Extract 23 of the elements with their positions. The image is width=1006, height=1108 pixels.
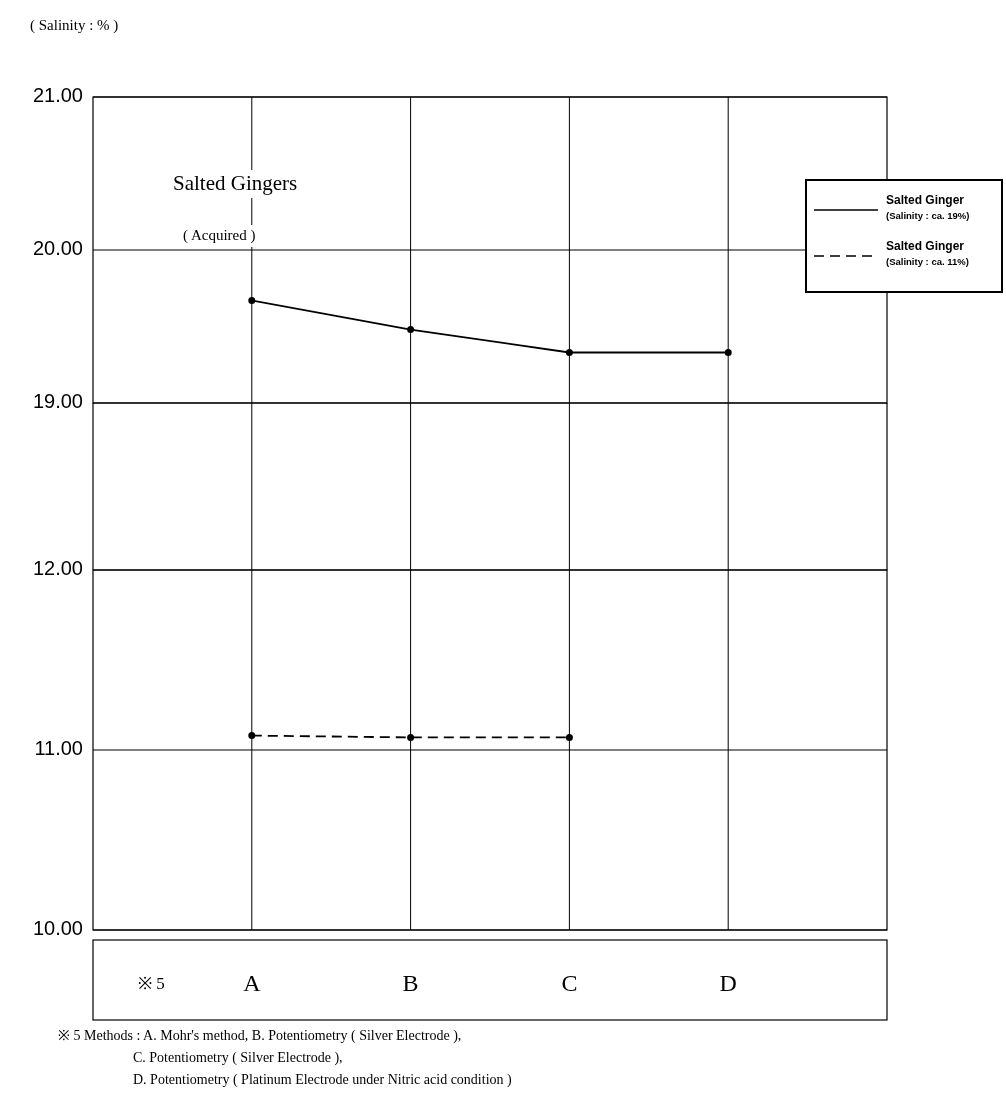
x-tick-label: B [402, 969, 419, 996]
x-tick-label: C [561, 969, 578, 996]
point [724, 349, 732, 357]
y-tick-label: 19.00 [32, 390, 83, 413]
y-axis-title: ( Salinity : % ) [30, 17, 119, 34]
text: Salted Gingers [173, 171, 298, 195]
x-axis-title: ※ 5 [138, 973, 165, 993]
point [407, 326, 415, 334]
point [565, 349, 573, 357]
y-tick-label: 10.00 [32, 917, 83, 940]
y-tick-label: 11.00 [34, 737, 83, 760]
text: D. Potentiometry ( Platinum Electrode under Nitric acid condition ) [133, 1072, 513, 1088]
point [248, 296, 256, 304]
text: Salted Ginger (Salinity : ca. 11%) [886, 239, 969, 267]
y-tick-label: 20.00 [32, 237, 83, 260]
text: Salted Ginger (Salinity : ca. 19%) [886, 193, 970, 221]
text: ※ 5 Methods : A. Mohr's method, B. Potentiometry ( Silver Electrode ), [58, 1028, 462, 1044]
y-tick-label: 21.00 [32, 84, 83, 107]
x-tick-label: A [243, 969, 262, 996]
x-tick-label: D [719, 969, 737, 996]
text: C. Potentiometry ( Silver Electrode ), [133, 1050, 343, 1066]
text: ( Acquired ) [183, 227, 256, 244]
y-tick-label: 12.00 [32, 557, 83, 580]
